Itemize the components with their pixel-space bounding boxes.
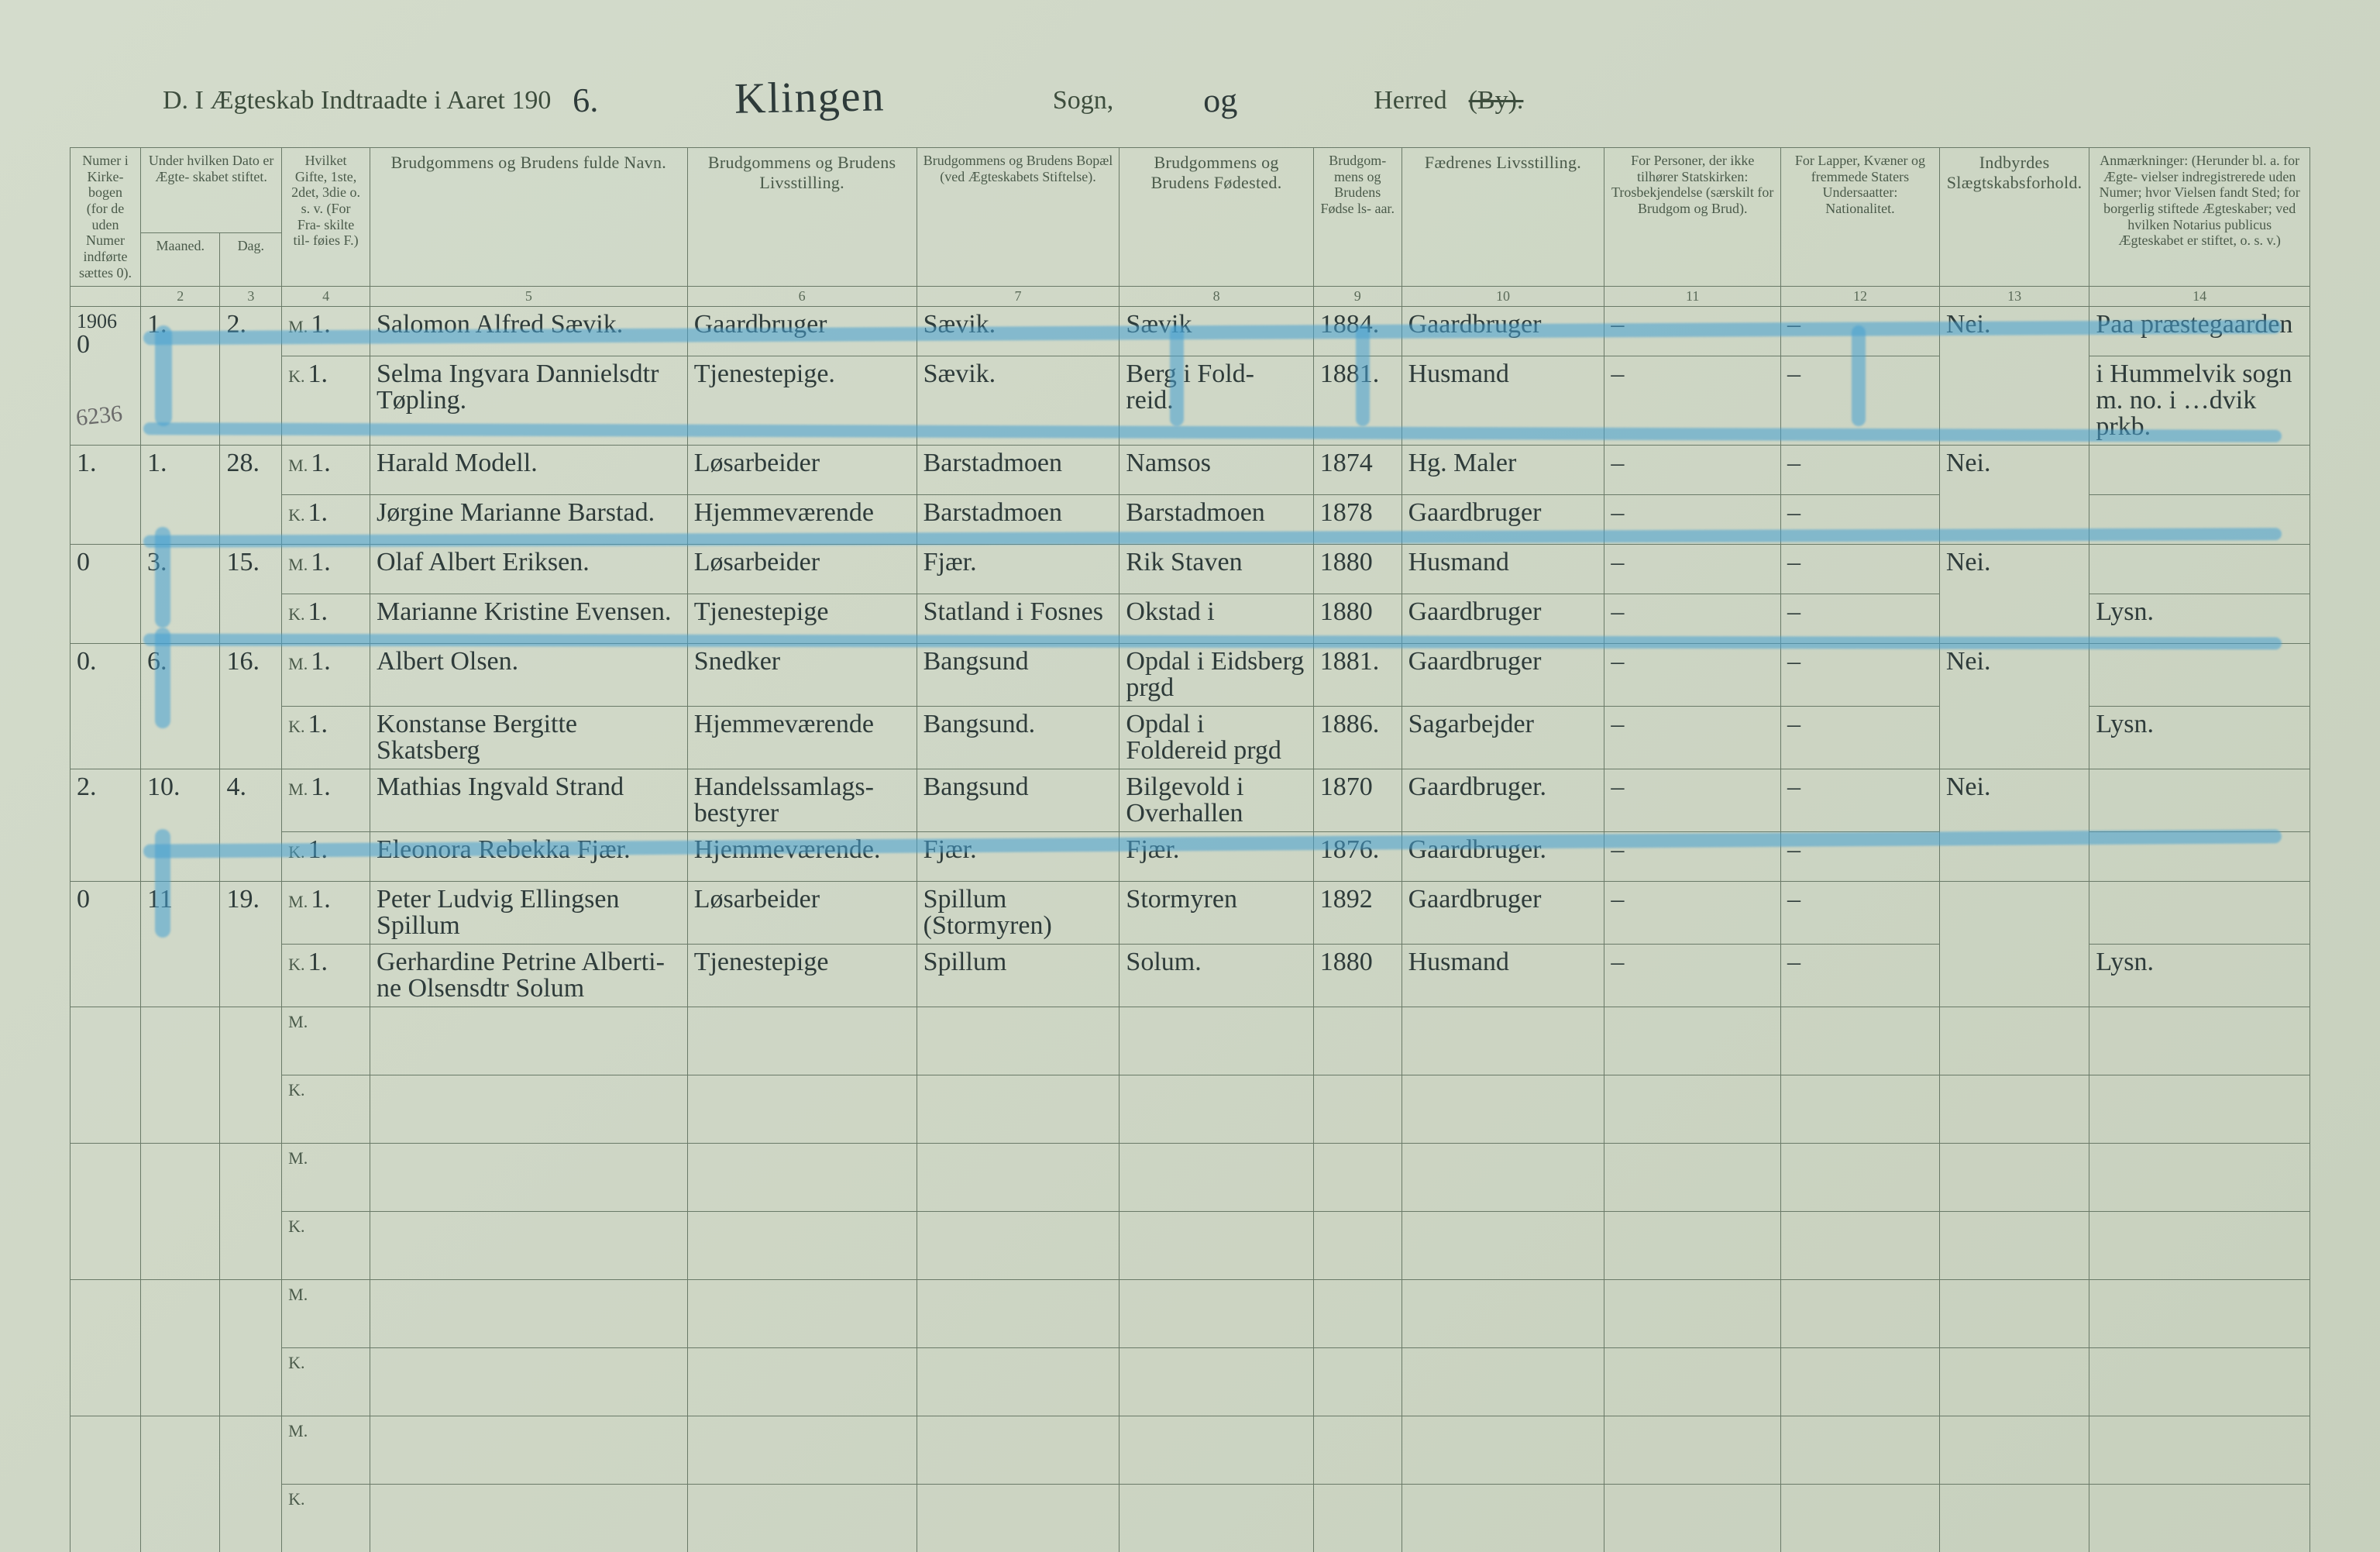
col-11-head: For Personer, der ikke tilhører Statskir… (1611, 153, 1774, 217)
col-6-head: Brudgommens og Brudens Livsstilling. (694, 153, 910, 193)
table-row: 0.6.16.M. 1.Albert Olsen.SnedkerBangsund… (71, 643, 2310, 706)
table-row: K. (71, 1075, 2310, 1143)
col-2a-head: Maaned. (147, 238, 213, 254)
col-2b-head: Dag. (226, 238, 275, 254)
table-row: 1.1.28.M. 1.Harald Modell.LøsarbeiderBar… (71, 445, 2310, 494)
table-row: M. (71, 1416, 2310, 1484)
header-label-by: (By). (1469, 86, 1524, 115)
header-label-sogn: Sogn, (1053, 86, 1113, 115)
ledger-body: 190601.2.M. 1.Salomon Alfred Sævik.Gaard… (71, 306, 2310, 1552)
col-14-head: Anmærkninger: (Herunder bl. a. for Ægte-… (2096, 153, 2303, 249)
table-row: K. (71, 1347, 2310, 1416)
page-header: D. I Ægteskab Indtraadte i Aaret 190 6. … (163, 70, 2310, 119)
col-10-head: Fædrenes Livsstilling. (1408, 153, 1598, 173)
ledger-head: Numer i Kirke- bogen (for de uden Numer … (71, 148, 2310, 307)
ledger-table: Numer i Kirke- bogen (for de uden Numer … (70, 147, 2310, 1552)
col-4-head: Hvilket Gifte, 1ste, 2det, 3die o. s. v.… (288, 153, 363, 249)
table-row: M. (71, 1007, 2310, 1075)
col-8-head: Brudgommens og Brudens Fødested. (1126, 153, 1306, 193)
col-13-head: Indbyrdes Slægtskabsforhold. (1946, 153, 2082, 193)
col-9-head: Brudgom- mens og Brudens Fødse ls- aar. (1320, 153, 1395, 217)
ledger-page: D. I Ægteskab Indtraadte i Aaret 190 6. … (0, 0, 2380, 1552)
col-2-head: Under hvilken Dato er Ægte- skabet stift… (147, 153, 275, 184)
table-row: K. (71, 1211, 2310, 1279)
col-1-head: Numer i Kirke- bogen (for de uden Numer … (77, 153, 134, 281)
header-printed-prefix: D. I Ægteskab Indtraadte i Aaret 190 (163, 86, 551, 115)
ledger-sheet: D. I Ægteskab Indtraadte i Aaret 190 6. … (70, 70, 2310, 1529)
margin-note: 6236 (74, 401, 123, 432)
table-row: 03.15.M. 1.Olaf Albert Eriksen.Løsarbeid… (71, 544, 2310, 594)
col-7-head: Brudgommens og Brudens Bopæl (ved Ægtesk… (923, 153, 1113, 184)
header-year-digit: 6. (573, 81, 599, 121)
table-row: 01119.M. 1.Peter Ludvig Ellingsen Spillu… (71, 881, 2310, 944)
table-row: M. (71, 1279, 2310, 1347)
column-number-row: 23 456 789 101112 1314 (71, 286, 2310, 306)
col-5-head: Brudgommens og Brudens fulde Navn. (377, 153, 681, 173)
col-12-head: For Lapper, Kvæner og fremmede Staters U… (1787, 153, 1933, 217)
header-parish: Klingen (734, 71, 886, 123)
header-label-herred: Herred (1374, 86, 1446, 115)
header-og: og (1203, 81, 1238, 121)
table-row: 190601.2.M. 1.Salomon Alfred Sævik.Gaard… (71, 306, 2310, 356)
table-row: 2.10.4.M. 1.Mathias Ingvald StrandHandel… (71, 769, 2310, 831)
table-row: M. (71, 1143, 2310, 1211)
table-row: K. (71, 1484, 2310, 1552)
